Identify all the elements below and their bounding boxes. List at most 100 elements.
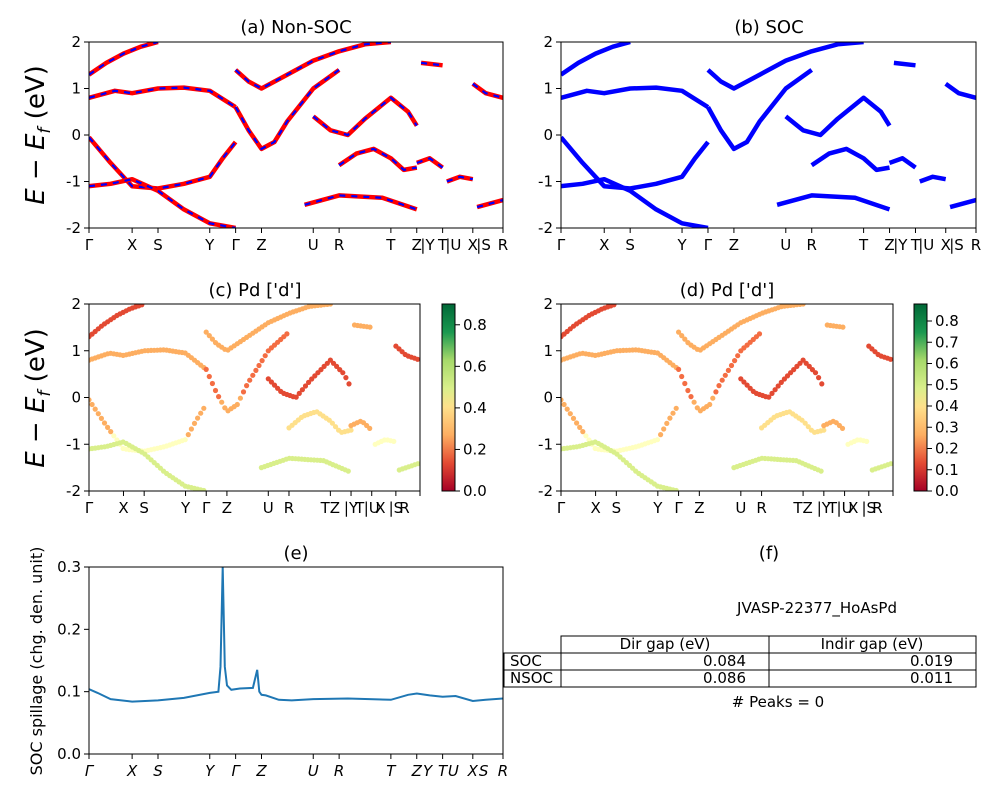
y-tick-label: 1 bbox=[543, 80, 553, 98]
projected-point bbox=[415, 356, 420, 362]
projected-point bbox=[306, 379, 312, 385]
spillage-line bbox=[89, 567, 503, 703]
x-tick-label: X bbox=[126, 762, 138, 780]
x-tick-label: T bbox=[385, 236, 396, 254]
table-row-cell bbox=[768, 669, 977, 688]
projected-point bbox=[237, 395, 243, 401]
panel-a-title: (a) Non-SOC bbox=[240, 17, 351, 38]
band-line-5 bbox=[234, 42, 392, 91]
panel-b-title: (b) SOC bbox=[734, 17, 803, 38]
band-dash-11 bbox=[420, 61, 443, 67]
y-tick-label: 0 bbox=[543, 389, 553, 407]
x-tick-label: X bbox=[467, 762, 479, 780]
projected-point bbox=[185, 432, 191, 438]
projected-point bbox=[198, 410, 204, 416]
x-tick-label: TZ bbox=[320, 499, 340, 517]
projected-point bbox=[262, 353, 268, 359]
table-header-dir-text: Dir gap (eV) bbox=[620, 635, 711, 653]
band-dash-7 bbox=[338, 147, 417, 172]
x-tick-label: X bbox=[127, 236, 137, 254]
projected-point bbox=[707, 401, 713, 408]
y-tick-label: 1 bbox=[71, 342, 81, 360]
projected-point bbox=[343, 375, 349, 381]
projected-point bbox=[840, 324, 846, 330]
projected-point bbox=[561, 397, 564, 403]
projected-point bbox=[89, 401, 95, 408]
projected-point bbox=[101, 420, 108, 426]
x-tick-label: Z bbox=[412, 236, 422, 254]
projected-point bbox=[802, 420, 808, 426]
x-tick-label: Y bbox=[205, 762, 216, 780]
projected-point bbox=[318, 367, 324, 373]
projected-point bbox=[191, 420, 198, 426]
colorbar-c-gradient bbox=[441, 303, 456, 492]
projected-point bbox=[735, 353, 741, 359]
band-line-1 bbox=[561, 176, 709, 228]
x-tick-label: Y bbox=[204, 236, 215, 254]
plot-area bbox=[561, 304, 893, 491]
projected-point bbox=[784, 373, 791, 379]
projected-point bbox=[725, 367, 732, 373]
projected-point bbox=[797, 360, 803, 366]
x-tick-label: |S bbox=[862, 499, 877, 517]
projected-point bbox=[293, 394, 299, 400]
x-tick-label: |U bbox=[837, 499, 853, 517]
projected-point bbox=[778, 379, 784, 385]
projected-point bbox=[685, 387, 691, 394]
projected-point bbox=[805, 424, 811, 430]
projected-point bbox=[203, 329, 209, 335]
projected-point bbox=[327, 304, 333, 307]
projected-point bbox=[265, 376, 271, 382]
panel-e-title: (e) bbox=[283, 543, 308, 564]
x-tick-label: |Y bbox=[817, 499, 832, 517]
projected-point bbox=[240, 389, 247, 395]
projected-point bbox=[203, 366, 209, 372]
projected-point bbox=[769, 390, 775, 396]
projected-point bbox=[772, 387, 778, 393]
projected-point bbox=[667, 415, 673, 421]
x-tick-label: U bbox=[448, 762, 459, 780]
x-tick-label: |Y bbox=[344, 499, 359, 517]
band-line-9 bbox=[919, 174, 947, 184]
x-tick-label: |U bbox=[918, 236, 934, 254]
y-tick-label: -1 bbox=[538, 435, 553, 453]
band-line-3 bbox=[561, 42, 631, 77]
projected-point bbox=[329, 420, 335, 426]
x-tick-label: Z bbox=[729, 236, 739, 254]
y-tick-label: -2 bbox=[66, 219, 81, 237]
projected-point bbox=[688, 394, 694, 400]
x-tick-label: |Y bbox=[893, 236, 908, 254]
band-line-12 bbox=[944, 81, 976, 100]
projected-point bbox=[391, 438, 397, 444]
x-tick-label: U bbox=[263, 499, 274, 517]
projected-point bbox=[673, 487, 679, 491]
band-line-6 bbox=[311, 95, 419, 138]
projected-point bbox=[570, 415, 577, 421]
x-tick-label: S bbox=[153, 762, 163, 780]
x-tick-label: Z bbox=[256, 236, 266, 254]
band-dash-1 bbox=[89, 178, 236, 228]
ylabel-mid: E − Ef (eV) bbox=[21, 328, 55, 468]
projected-point bbox=[105, 424, 111, 430]
plot-area bbox=[89, 567, 503, 703]
projected-point bbox=[741, 379, 747, 385]
band-dash-3 bbox=[89, 42, 159, 76]
projected-point bbox=[775, 383, 781, 389]
projected-point bbox=[345, 468, 351, 474]
y-tick-label: 0.1 bbox=[57, 683, 81, 701]
projected-point bbox=[611, 304, 617, 308]
colorbar-tick-label: 0.5 bbox=[935, 376, 959, 394]
ylabel-top: E − Ef (eV) bbox=[21, 65, 55, 205]
projected-point bbox=[816, 375, 822, 381]
projected-point bbox=[821, 427, 827, 433]
y-tick-label: 2 bbox=[543, 33, 553, 51]
band-dash-4 bbox=[234, 69, 340, 151]
projected-point bbox=[201, 405, 207, 411]
band-dash-0 bbox=[89, 136, 237, 190]
y-tick-label: -1 bbox=[66, 173, 81, 191]
y-tick-label: -2 bbox=[66, 482, 81, 500]
colorbar-d-gradient bbox=[913, 303, 928, 492]
projected-point bbox=[95, 411, 101, 417]
projected-point bbox=[888, 461, 893, 467]
